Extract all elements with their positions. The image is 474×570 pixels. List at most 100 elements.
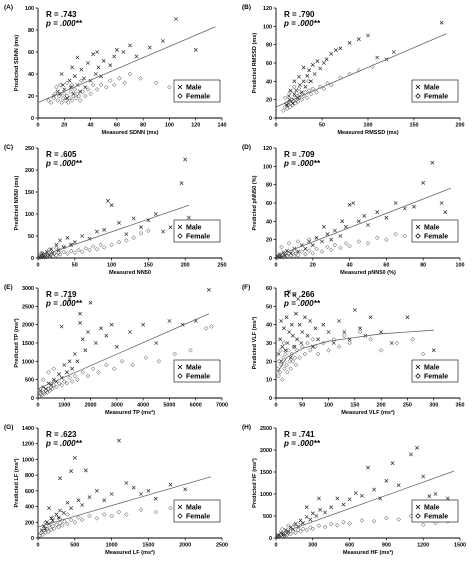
- x-tick-label: 100: [165, 123, 174, 129]
- point-male: [112, 54, 117, 59]
- y-tick-label: 80: [266, 43, 272, 49]
- y-tick-label: 1200: [22, 442, 34, 448]
- point-male: [139, 492, 143, 496]
- legend: Male Female: [411, 79, 459, 103]
- y-tick-label: 40: [266, 219, 272, 225]
- point-female: [43, 520, 48, 525]
- point-female: [305, 79, 311, 84]
- x-tick-label: 60: [383, 263, 389, 269]
- y-tick-label: 0: [269, 256, 272, 262]
- p-value: p = .000**: [45, 159, 83, 168]
- point-male: [86, 330, 90, 334]
- legend-box: [411, 499, 459, 523]
- x-axis-label: Measured RMSSD (ms): [337, 130, 398, 136]
- point-male: [333, 48, 338, 53]
- point-female: [310, 526, 316, 532]
- point-female: [80, 89, 85, 94]
- panel-letter: (E): [4, 284, 13, 291]
- legend: Male Female: [173, 359, 221, 383]
- point-male: [347, 40, 352, 45]
- point-male: [58, 508, 63, 513]
- point-female: [347, 71, 352, 77]
- x-tick-label: 50: [72, 263, 78, 269]
- legend-marker-female: [177, 233, 183, 239]
- p-value: p = .000**: [283, 439, 321, 448]
- y-axis-label: Predicted pNN50 (%): [252, 175, 258, 230]
- y-tick-label: 500: [263, 514, 272, 520]
- point-male: [93, 72, 98, 76]
- x-tick-label: 2000: [179, 543, 191, 549]
- y-tick-label: 100: [263, 164, 272, 170]
- point-female: [117, 76, 122, 81]
- y-tick-label: 2500: [260, 426, 272, 432]
- point-male: [86, 61, 90, 65]
- point-female: [282, 533, 287, 538]
- x-tick-label: 140: [218, 123, 227, 129]
- point-male: [305, 333, 310, 338]
- point-female: [295, 239, 301, 244]
- point-male: [65, 500, 70, 505]
- point-male: [288, 88, 293, 93]
- point-male: [439, 201, 444, 205]
- point-male: [347, 497, 352, 502]
- point-male: [69, 469, 74, 474]
- point-female: [79, 249, 85, 255]
- series-female: [37, 324, 214, 399]
- point-male: [301, 65, 306, 70]
- y-tick-label: 80: [28, 28, 34, 34]
- r-value: R = .719: [46, 290, 77, 299]
- legend-marker-female: [415, 93, 421, 99]
- point-female: [101, 245, 107, 250]
- point-male: [70, 366, 75, 371]
- point-female: [286, 348, 291, 353]
- chart-panel: 0 20 40 60 80 100 120 140 0 20 40 60 80 100 Measured S…: [4, 4, 227, 136]
- point-female: [277, 370, 283, 375]
- point-female: [290, 359, 296, 364]
- point-female: [420, 351, 426, 357]
- point-male: [287, 330, 292, 334]
- point-male: [75, 55, 80, 60]
- y-tick-label: 0: [31, 116, 34, 122]
- point-male: [72, 240, 77, 245]
- point-male: [341, 502, 346, 507]
- x-tick-label: 200: [181, 263, 190, 269]
- point-female: [124, 238, 129, 243]
- y-tick-label: 40: [266, 79, 272, 85]
- y-tick-label: 120: [263, 6, 272, 12]
- x-tick-label: 0: [37, 403, 40, 409]
- point-female: [55, 98, 60, 103]
- r-value: R = .743: [46, 10, 77, 19]
- point-female: [331, 337, 337, 342]
- point-male: [69, 506, 74, 511]
- point-female: [277, 534, 282, 540]
- point-female: [317, 84, 323, 90]
- legend-label: Female: [186, 374, 210, 381]
- point-female: [68, 242, 74, 248]
- point-female: [276, 533, 281, 539]
- point-female: [104, 362, 109, 368]
- point-female: [72, 373, 78, 379]
- point-female: [420, 522, 426, 528]
- point-male: [117, 438, 121, 443]
- fit-line: [37, 313, 210, 390]
- point-female: [297, 355, 302, 360]
- point-female: [279, 526, 285, 532]
- point-female: [50, 515, 55, 520]
- point-female: [58, 82, 63, 88]
- x-tick-label: 100: [324, 403, 333, 409]
- point-male: [50, 518, 55, 523]
- point-female: [90, 82, 96, 88]
- x-tick-label: 200: [456, 123, 465, 129]
- point-female: [293, 530, 298, 535]
- point-male: [290, 333, 295, 338]
- y-tick-label: 40: [266, 323, 272, 329]
- point-male: [326, 330, 331, 334]
- point-female: [90, 244, 96, 249]
- p-value: p = .000**: [45, 19, 83, 28]
- y-tick-label: 20: [266, 238, 272, 244]
- point-male: [372, 487, 377, 492]
- x-tick-label: 0: [37, 263, 40, 269]
- point-male: [284, 315, 289, 320]
- x-tick-label: 1500: [454, 543, 466, 549]
